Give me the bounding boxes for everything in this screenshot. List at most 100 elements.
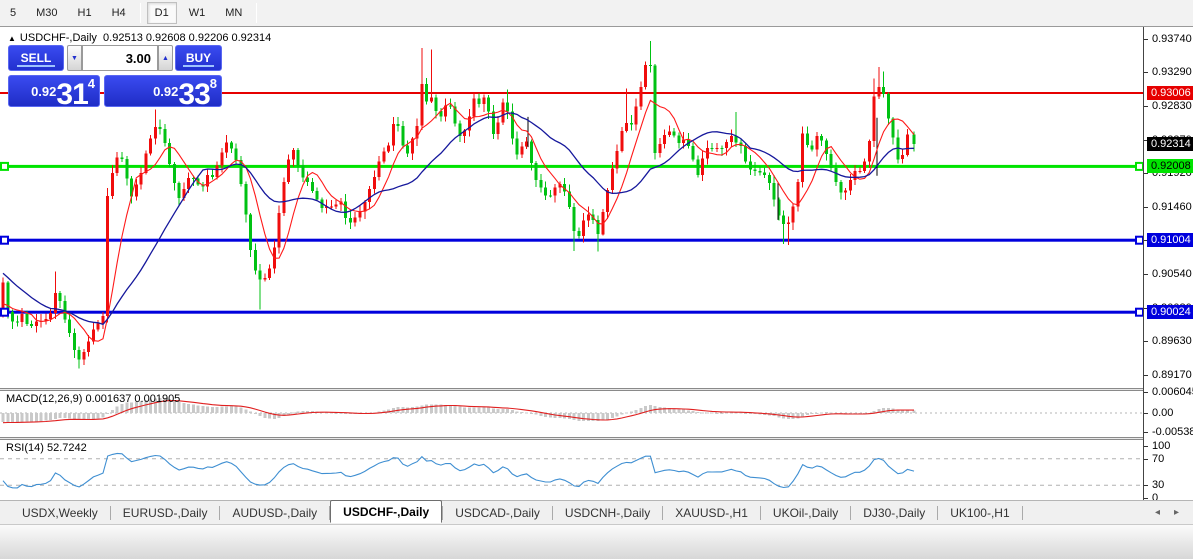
level-price-tag: 0.91004 — [1147, 233, 1193, 247]
tab-scroll-right-icon[interactable]: ▸ — [1173, 507, 1179, 518]
sell-button[interactable]: SELL — [8, 45, 64, 71]
current-price-tag: 0.92314 — [1147, 137, 1193, 151]
chart-tab-usdcad-daily[interactable]: USDCAD-,Daily — [455, 505, 540, 520]
line-handle[interactable] — [1135, 307, 1143, 317]
buy-price-box[interactable]: 0.92338 — [104, 75, 222, 107]
timeframe-button-mn[interactable]: MN — [225, 7, 243, 19]
axis-tick — [1144, 375, 1148, 376]
collapse-triangle-icon[interactable]: ▲ — [8, 34, 16, 43]
pane-separator[interactable] — [0, 437, 1193, 440]
level-line[interactable] — [0, 238, 1143, 242]
sell-button-label: SELL — [20, 51, 52, 65]
tab-separator — [937, 505, 939, 520]
line-handle[interactable] — [0, 307, 9, 317]
chart-tab-audusd-daily[interactable]: AUDUSD-,Daily — [232, 505, 318, 520]
timeframe-button-w1[interactable]: W1 — [188, 7, 206, 19]
axis-tick — [1144, 432, 1148, 433]
rsi-tick-label: 30 — [1152, 479, 1165, 491]
chart-area: ▲ USDCHF-,Daily 0.92513 0.92608 0.92206 0… — [0, 27, 1193, 527]
volume-increase-button[interactable]: ▲ — [158, 45, 173, 71]
axis-tick — [1144, 413, 1148, 414]
macd-tick-label: 0.00 — [1152, 407, 1174, 419]
buy-price-prefix: 0.92 — [153, 84, 179, 99]
buy-price-pip: 8 — [209, 76, 217, 91]
macd-name: MACD(12,26,9) — [6, 393, 83, 405]
macd-pane[interactable] — [0, 391, 1143, 437]
volume-decrease-button[interactable]: ▼ — [67, 45, 82, 71]
one-click-trade-panel: SELL ▼ ▲ BUY 0.92314 0.92338 — [8, 45, 222, 107]
axis-tick — [1144, 207, 1148, 208]
timeframe-button-h4[interactable]: H4 — [111, 7, 126, 19]
axis-tick — [1144, 485, 1148, 486]
ohlc-values: 0.92513 0.92608 0.92206 0.92314 — [103, 32, 272, 44]
line-handle[interactable] — [1135, 235, 1143, 245]
level-line[interactable] — [0, 92, 1143, 94]
level-price-tag: 0.90024 — [1147, 305, 1193, 319]
price-tick-label: 0.91460 — [1152, 201, 1192, 213]
line-handle[interactable] — [1135, 161, 1143, 171]
chart-tab-xauusd-h1[interactable]: XAUUSD-,H1 — [675, 505, 748, 520]
tab-separator — [109, 505, 111, 520]
axis-tick — [1144, 39, 1148, 40]
buy-button[interactable]: BUY — [175, 45, 222, 71]
tab-scroll-left-icon[interactable]: ◂ — [1154, 507, 1160, 518]
sell-price-box[interactable]: 0.92314 — [8, 75, 100, 107]
buy-button-label: BUY — [185, 51, 212, 65]
rsi-name: RSI(14) — [6, 442, 44, 454]
toolbar-separator — [256, 3, 258, 23]
chart-title: ▲ USDCHF-,Daily 0.92513 0.92608 0.92206 0… — [8, 32, 271, 44]
level-price-tag: 0.93006 — [1147, 86, 1193, 100]
timeframe-button-5[interactable]: 5 — [10, 7, 17, 19]
chart-tab-dj30-daily[interactable]: DJ30-,Daily — [863, 505, 926, 520]
axis-tick — [1144, 459, 1148, 460]
rsi-tick-label: 0 — [1152, 492, 1159, 504]
price-chart-pane[interactable] — [0, 28, 1143, 388]
level-line[interactable] — [0, 310, 1143, 314]
rsi-pane[interactable] — [0, 440, 1143, 505]
axis-tick — [1144, 106, 1148, 107]
axis-tick — [1144, 341, 1148, 342]
tab-scroll-arrows: ◂ ▸ — [1155, 507, 1179, 518]
symbol-period-label: USDCHF-,Daily — [19, 32, 97, 44]
line-handle[interactable] — [0, 235, 9, 245]
timeframe-button-h1[interactable]: H1 — [77, 7, 92, 19]
axis-tick — [1144, 446, 1148, 447]
rsi-tick-label: 100 — [1152, 440, 1171, 452]
pane-separator[interactable] — [0, 388, 1193, 391]
sell-price-prefix: 0.92 — [31, 84, 57, 99]
timeframe-button-d1[interactable]: D1 — [146, 2, 177, 24]
chart-tab-usdx-weekly[interactable]: USDX,Weekly — [22, 505, 98, 520]
line-handle[interactable] — [0, 161, 9, 171]
macd-indicator-label: MACD(12,26,9) 0.001637 0.001905 — [6, 393, 180, 405]
level-price-tag: 0.92008 — [1147, 159, 1193, 173]
tab-separator — [850, 505, 852, 520]
price-tick-label: 0.93740 — [1152, 33, 1192, 45]
macd-values: 0.001637 0.001905 — [85, 393, 181, 405]
level-line[interactable] — [0, 164, 1143, 168]
sell-price-big: 31 — [56, 78, 88, 107]
rsi-line — [2, 452, 915, 489]
chart-tab-bar: USDX,Weekly EURUSD-,Daily AUDUSD-,Daily USD… — [0, 500, 1193, 524]
axis-tick — [1144, 392, 1148, 393]
axis-tick — [1144, 308, 1148, 309]
price-tick-label: 0.89170 — [1152, 369, 1192, 381]
tab-separator — [329, 505, 331, 520]
price-tick-label: 0.93290 — [1152, 66, 1192, 78]
axis-tick — [1144, 498, 1148, 499]
chart-tab-uk100-h1[interactable]: UK100-,H1 — [950, 505, 1010, 520]
chart-tab-usdcnh-daily[interactable]: USDCNH-,Daily — [564, 505, 651, 520]
chart-tab-eurusd-daily[interactable]: EURUSD-,Daily — [122, 505, 208, 520]
tab-separator — [662, 505, 664, 520]
axis-tick — [1144, 140, 1148, 141]
axis-tick — [1144, 240, 1148, 241]
chart-tab-ukoil-daily[interactable]: UKOil-,Daily — [772, 505, 839, 520]
axis-tick — [1144, 173, 1148, 174]
tab-separator — [219, 505, 221, 520]
volume-input[interactable] — [82, 45, 158, 71]
timeframe-button-m30[interactable]: M30 — [36, 7, 58, 19]
macd-tick-label: -0.005383 — [1152, 426, 1193, 438]
chart-tab-usdchf-daily[interactable]: USDCHF-,Daily — [330, 500, 443, 523]
buy-underline — [182, 65, 215, 67]
rsi-tick-label: 70 — [1152, 453, 1165, 465]
